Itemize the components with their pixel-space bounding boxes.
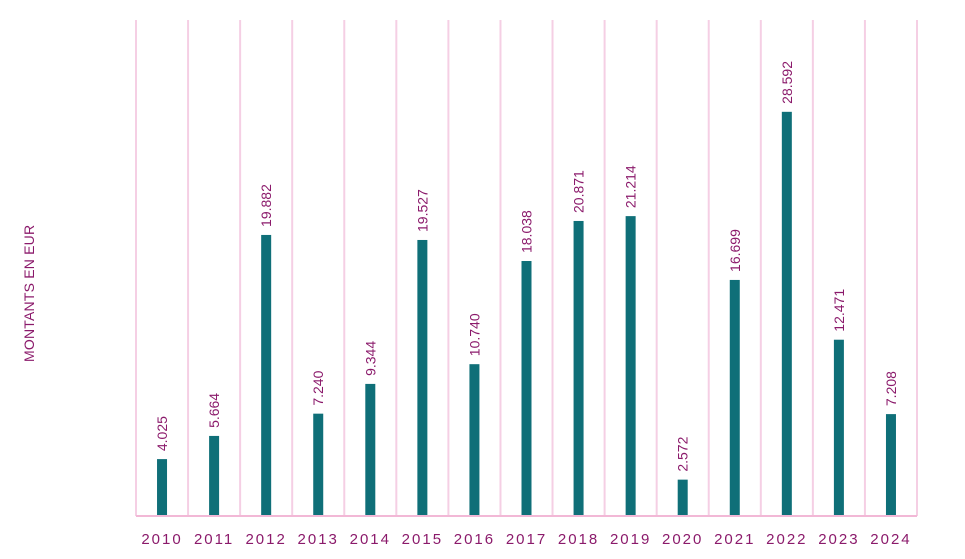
- data-labels: 4.025 5.664 19.882 7.240 9.344 19.527 10.740 18…: [154, 61, 899, 472]
- grid-lines: [135, 20, 918, 516]
- x-tick-2016: 2016: [454, 531, 495, 548]
- bar-2010: [157, 459, 168, 516]
- bar-2024: [885, 414, 896, 516]
- data-label-2014: 9.344: [362, 341, 378, 376]
- bars: [157, 111, 896, 516]
- x-tick-2020: 2020: [662, 531, 703, 548]
- data-label-2023: 12.471: [831, 289, 847, 332]
- bar-2011: [209, 435, 220, 516]
- x-tick-2019: 2019: [610, 531, 651, 548]
- data-label-2017: 18.038: [519, 210, 535, 253]
- bar-2016: [469, 364, 480, 516]
- x-tick-2012: 2012: [245, 531, 286, 548]
- data-label-2011: 5.664: [206, 393, 222, 428]
- bar-2023: [833, 339, 844, 516]
- data-label-2019: 21.214: [623, 165, 639, 208]
- data-label-2020: 2.572: [675, 436, 691, 471]
- x-tick-2017: 2017: [506, 531, 547, 548]
- data-label-2015: 19.527: [414, 189, 430, 232]
- data-label-2024: 7.208: [883, 371, 899, 406]
- data-label-2013: 7.240: [310, 370, 326, 405]
- bar-2015: [417, 239, 428, 516]
- x-tick-2024: 2024: [870, 531, 911, 548]
- x-tick-2010: 2010: [141, 531, 182, 548]
- bar-2021: [729, 279, 740, 516]
- x-tick-2014: 2014: [350, 531, 391, 548]
- bar-2020: [677, 479, 688, 516]
- x-tick-labels: 2010 2011 2012 2013 2014 2015 2016 2017 2018 2019…: [141, 531, 911, 548]
- data-label-2018: 20.871: [571, 170, 587, 213]
- x-tick-2023: 2023: [818, 531, 859, 548]
- bar-2019: [625, 216, 636, 516]
- bar-2018: [573, 220, 584, 516]
- data-label-2010: 4.025: [154, 416, 170, 451]
- bar-2022: [781, 111, 792, 516]
- x-tick-2018: 2018: [558, 531, 599, 548]
- data-label-2021: 16.699: [727, 229, 743, 272]
- x-tick-2021: 2021: [714, 531, 755, 548]
- x-tick-2011: 2011: [194, 531, 234, 548]
- data-label-2016: 10.740: [466, 313, 482, 356]
- bar-2017: [521, 261, 532, 516]
- bar-2013: [313, 413, 324, 516]
- data-label-2012: 19.882: [258, 184, 274, 227]
- bar-2012: [261, 234, 272, 516]
- data-label-2022: 28.592: [779, 61, 795, 104]
- bar-2014: [365, 383, 376, 516]
- x-tick-2013: 2013: [298, 531, 339, 548]
- x-tick-2015: 2015: [402, 531, 443, 548]
- x-tick-2022: 2022: [766, 531, 807, 548]
